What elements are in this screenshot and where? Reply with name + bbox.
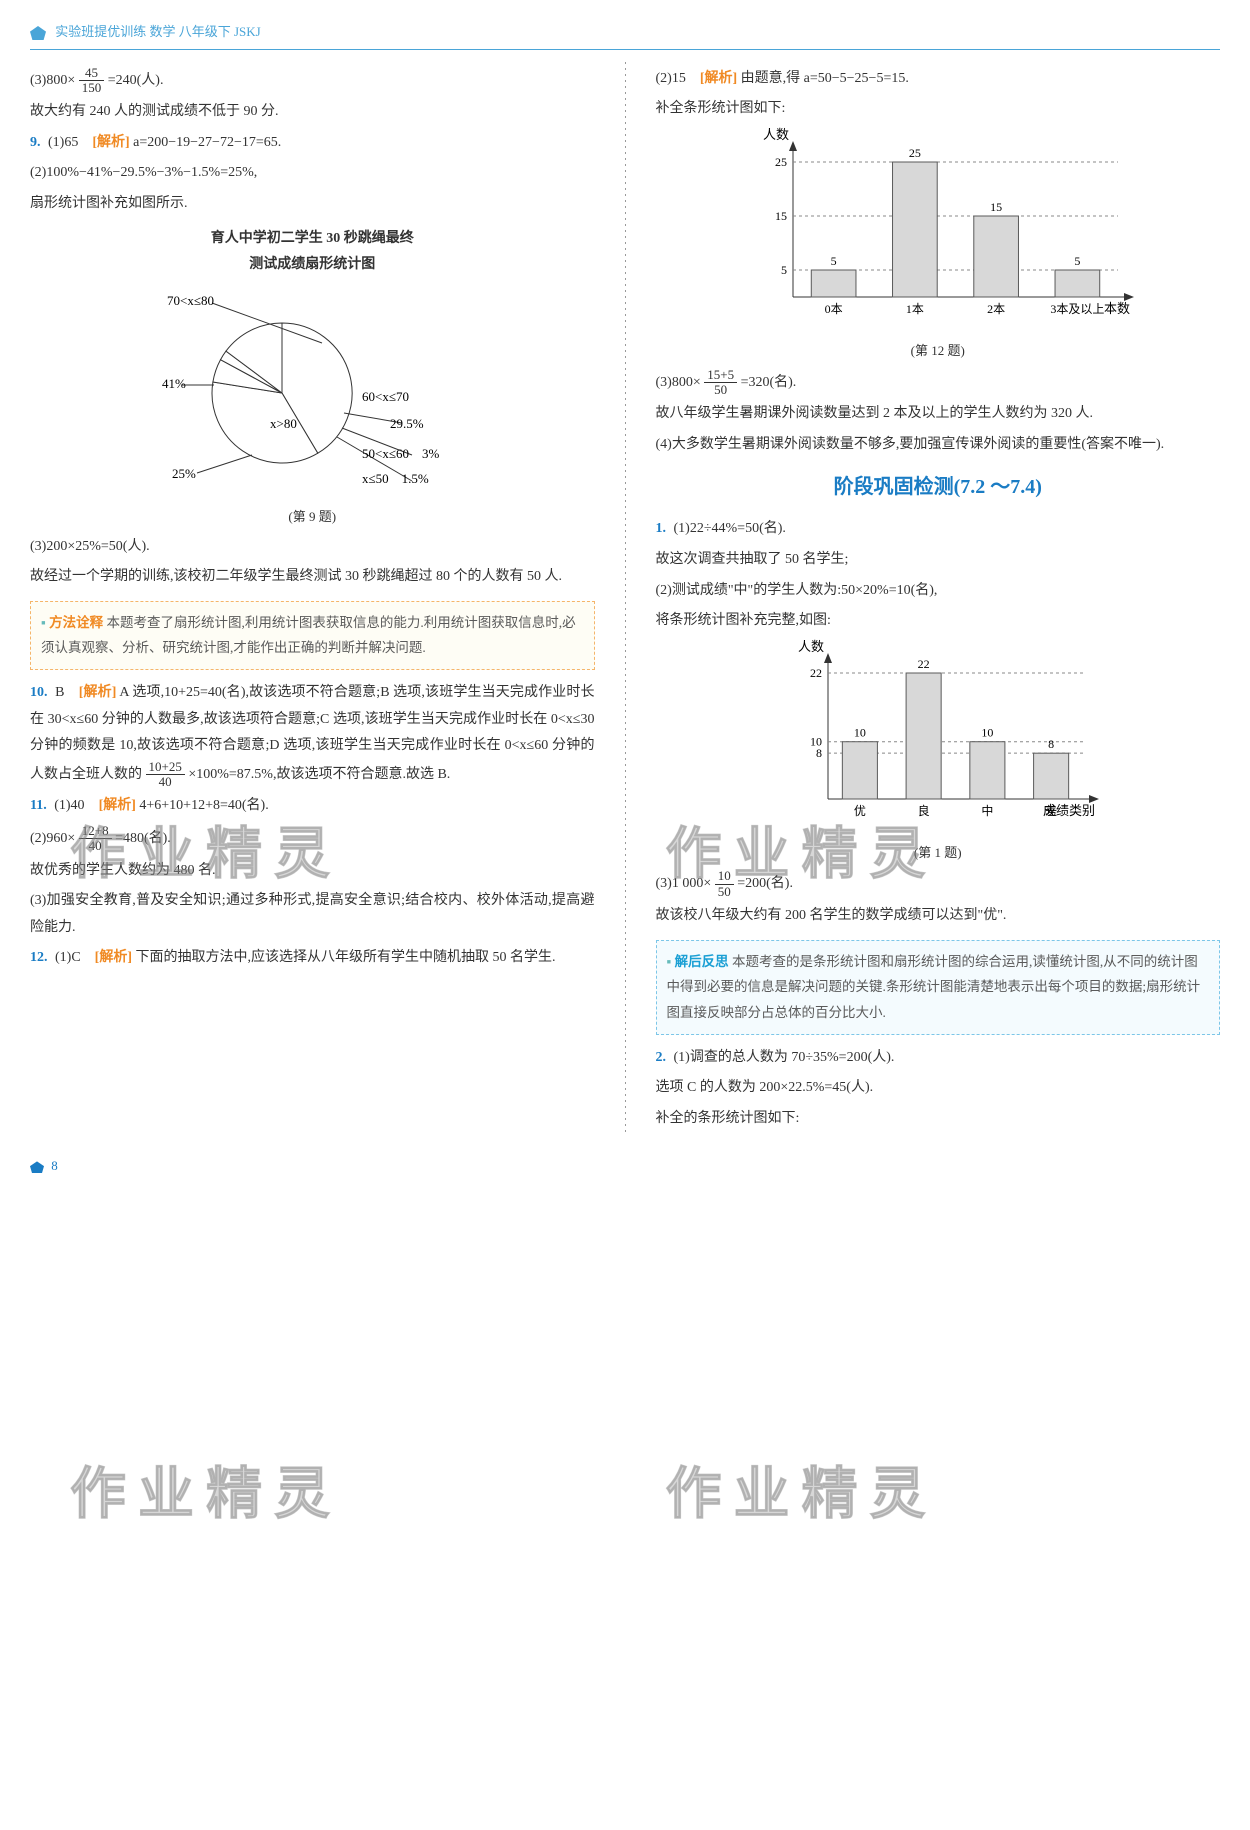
chart-caption: (第 9 题) — [30, 505, 595, 530]
text-line: (3)加强安全教育,普及安全知识;通过多种形式,提高安全意识;结合校内、校外体活… — [30, 888, 595, 941]
bar-chart-q12: 人数本数 5 15 25 5 0本 25 1本 15 2本 5 3本及以上 — [738, 127, 1138, 337]
svg-text:25: 25 — [909, 146, 921, 160]
q11: 11. (1)40 [解析] 4+6+10+12+8=40(名). — [30, 793, 595, 820]
cap-icon — [30, 26, 46, 40]
column-divider — [625, 62, 626, 1137]
text-line: (3)200×25%=50(人). — [30, 534, 595, 561]
svg-text:22: 22 — [810, 666, 822, 680]
svg-text:10: 10 — [854, 725, 866, 739]
chart-caption: (第 1 题) — [656, 841, 1221, 866]
svg-text:22: 22 — [917, 657, 929, 671]
left-column: (3)800× 45150 =240(人). 故大约有 240 人的测试成绩不低… — [30, 62, 595, 1137]
pie-label: 70<x≤80 — [167, 293, 214, 308]
method-box: ▪ 方法诠释 本题考查了扇形统计图,利用统计图表获取信息的能力.利用统计图获取信… — [30, 601, 595, 670]
q12: 12. (1)C [解析] 下面的抽取方法中,应该选择从八年级所有学生中随机抽取… — [30, 945, 595, 972]
chart-caption: (第 12 题) — [656, 339, 1221, 364]
text-line: 故大约有 240 人的测试成绩不低于 90 分. — [30, 99, 595, 126]
svg-text:5: 5 — [830, 254, 836, 268]
svg-text:本数: 本数 — [1104, 301, 1130, 316]
pie-label: x>80 — [270, 416, 297, 431]
chart9-title: 育人中学初二学生 30 秒跳绳最终 测试成绩扇形统计图 — [30, 226, 595, 279]
page-footer: 8 — [30, 1154, 1220, 1179]
svg-text:10: 10 — [981, 725, 993, 739]
text-line: 补全的条形统计图如下: — [656, 1106, 1221, 1133]
section-title: 阶段巩固检测(7.2 ～7.4) — [656, 468, 1221, 506]
reflection-box: ▪ 解后反思 本题考查的是条形统计图和扇形统计图的综合运用,读懂统计图,从不同的… — [656, 940, 1221, 1035]
q2: 2. (1)调查的总人数为 70÷35%=200(人). — [656, 1045, 1221, 1072]
page-number: 8 — [51, 1158, 58, 1173]
text-line: (2)100%−41%−29.5%−3%−1.5%=25%, — [30, 160, 595, 187]
text-line: (3)800× 45150 =240(人). — [30, 66, 595, 96]
text-line: 选项 C 的人数为 200×22.5%=45(人). — [656, 1075, 1221, 1102]
svg-text:10: 10 — [810, 734, 822, 748]
svg-text:2本: 2本 — [987, 302, 1005, 316]
svg-text:良: 良 — [917, 803, 929, 818]
svg-text:5: 5 — [781, 263, 787, 277]
text-line: 故经过一个学期的训练,该校初二年级学生最终测试 30 秒跳绳超过 80 个的人数… — [30, 564, 595, 591]
pie-label: 50<x≤60 3% — [362, 446, 439, 461]
text-line: 补全条形统计图如下: — [656, 96, 1221, 123]
svg-text:人数: 人数 — [798, 639, 824, 654]
svg-text:差: 差 — [1045, 804, 1057, 818]
text-line: (2)15 [解析] 由题意,得 a=50−5−25−5=15. — [656, 66, 1221, 93]
text-line: (3)1 000× 1050 =200(名). — [656, 869, 1221, 899]
right-column: (2)15 [解析] 由题意,得 a=50−5−25−5=15. 补全条形统计图… — [656, 62, 1221, 1137]
svg-text:优: 优 — [854, 804, 866, 818]
svg-text:25: 25 — [775, 155, 787, 169]
svg-text:人数: 人数 — [763, 127, 789, 142]
svg-text:5: 5 — [1074, 254, 1080, 268]
q10: 10. B [解析] A 选项,10+25=40(名),故该选项不符合题意;B … — [30, 680, 595, 789]
svg-text:0本: 0本 — [824, 302, 842, 316]
pie-label: x≤50 1.5% — [362, 471, 429, 486]
text-line: (4)大多数学生暑期课外阅读数量不够多,要加强宣传课外阅读的重要性(答案不唯一)… — [656, 432, 1221, 459]
cap-icon — [30, 1161, 44, 1173]
text-line: 故该校八年级大约有 200 名学生的数学成绩可以达到"优". — [656, 903, 1221, 930]
watermark: 作业精灵 — [666, 1442, 938, 1548]
text-line: 扇形统计图补充如图所示. — [30, 191, 595, 218]
svg-text:15: 15 — [775, 209, 787, 223]
text-line: (2)测试成绩"中"的学生人数为:50×20%=10(名), — [656, 578, 1221, 605]
text-line: 故八年级学生暑期课外阅读数量达到 2 本及以上的学生人数约为 320 人. — [656, 401, 1221, 428]
text-line: 故这次调查共抽取了 50 名学生; — [656, 547, 1221, 574]
text-line: 故优秀的学生人数约为 480 名. — [30, 858, 595, 885]
svg-text:15: 15 — [990, 200, 1002, 214]
q9: 9. (1)65 [解析] a=200−19−27−72−17=65. — [30, 130, 595, 157]
pie-label: 25% — [172, 466, 196, 481]
watermark: 作业精灵 — [70, 1442, 342, 1548]
q1: 1. (1)22÷44%=50(名). — [656, 516, 1221, 543]
page-header: 实验班提优训练 数学 八年级下 JSKJ — [30, 20, 1220, 50]
svg-text:1本: 1本 — [906, 302, 924, 316]
pie-label: 29.5% — [390, 416, 424, 431]
text-line: 将条形统计图补充完整,如图: — [656, 608, 1221, 635]
text-line: (3)800× 15+550 =320(名). — [656, 368, 1221, 398]
header-title: 实验班提优训练 数学 八年级下 JSKJ — [55, 24, 261, 39]
text-line: (2)960× 12+840 =480(名). — [30, 824, 595, 854]
svg-text:8: 8 — [1048, 737, 1054, 751]
pie-label: 60<x≤70 — [362, 389, 409, 404]
svg-text:中: 中 — [981, 803, 993, 818]
bar-chart-q1: 人数成绩类别8102210优22良10中8差 — [773, 639, 1103, 839]
pie-chart-q9: 70<x≤80 60<x≤70 29.5% 50<x≤60 3% x≤50 1.… — [152, 283, 472, 503]
pie-label: 41% — [162, 376, 186, 391]
svg-text:3本及以上: 3本及以上 — [1050, 302, 1104, 316]
